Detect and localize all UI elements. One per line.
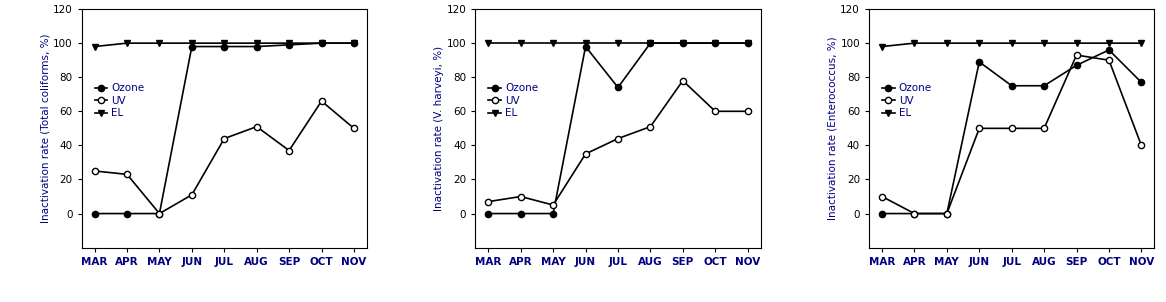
UV [907,212,921,215]
Ozone [347,41,361,45]
EL [315,41,329,45]
Legend: Ozone, UV, EL: Ozone, UV, EL [880,81,934,120]
Y-axis label: Inactivation rate (Total coliforms, %): Inactivation rate (Total coliforms, %) [40,34,50,223]
UV [315,99,329,103]
UV [972,127,986,130]
Y-axis label: Inactivation rate (V. harveyi, %): Inactivation rate (V. harveyi, %) [434,46,444,211]
Y-axis label: Inactivation rate (Enterococcus, %): Inactivation rate (Enterococcus, %) [828,37,837,220]
EL [611,41,625,45]
EL [907,41,921,45]
EL [644,41,658,45]
Line: Ozone: Ozone [91,40,357,217]
EL [153,41,167,45]
Ozone [740,41,754,45]
UV [1069,53,1083,57]
UV [940,212,954,215]
EL [120,41,134,45]
Ozone [907,212,921,215]
UV [217,137,231,140]
EL [1069,41,1083,45]
Line: EL: EL [91,40,357,50]
Ozone [708,41,722,45]
Line: Ozone: Ozone [485,40,751,217]
UV [611,137,625,140]
UV [120,172,134,176]
EL [514,41,528,45]
EL [1135,41,1149,45]
UV [250,125,264,128]
Ozone [153,212,167,215]
EL [217,41,231,45]
UV [153,212,167,215]
UV [644,125,658,128]
UV [347,127,361,130]
Ozone [644,41,658,45]
EL [940,41,954,45]
Ozone [1102,48,1116,52]
Line: UV: UV [91,98,357,217]
UV [514,195,528,198]
UV [1135,143,1149,147]
Ozone [1135,81,1149,84]
EL [185,41,199,45]
Ozone [1005,84,1019,88]
UV [282,149,296,152]
Ozone [87,212,101,215]
EL [250,41,264,45]
EL [676,41,690,45]
Legend: Ozone, UV, EL: Ozone, UV, EL [92,81,147,120]
EL [972,41,986,45]
EL [708,41,722,45]
Line: UV: UV [879,52,1145,217]
EL [482,41,496,45]
EL [740,41,754,45]
Ozone [611,86,625,89]
UV [874,195,888,198]
Ozone [940,212,954,215]
EL [546,41,560,45]
Ozone [185,45,199,48]
Line: UV: UV [485,78,751,208]
EL [578,41,592,45]
Ozone [514,212,528,215]
Ozone [676,41,690,45]
Ozone [120,212,134,215]
Ozone [282,43,296,47]
Line: EL: EL [485,40,751,46]
Ozone [972,60,986,64]
Legend: Ozone, UV, EL: Ozone, UV, EL [486,81,540,120]
Line: EL: EL [879,40,1145,50]
UV [1005,127,1019,130]
EL [347,41,361,45]
EL [282,41,296,45]
Ozone [482,212,496,215]
UV [708,110,722,113]
UV [87,169,101,173]
UV [676,79,690,82]
Line: Ozone: Ozone [879,47,1145,217]
EL [874,45,888,48]
UV [185,193,199,197]
EL [1037,41,1051,45]
Ozone [874,212,888,215]
Ozone [315,41,329,45]
UV [740,110,754,113]
Ozone [250,45,264,48]
Ozone [1069,63,1083,67]
Ozone [217,45,231,48]
Ozone [578,45,592,48]
UV [578,152,592,156]
EL [1005,41,1019,45]
Ozone [1037,84,1051,88]
UV [1037,127,1051,130]
Ozone [546,212,560,215]
UV [1102,58,1116,62]
EL [1102,41,1116,45]
EL [87,45,101,48]
UV [482,200,496,204]
UV [546,203,560,207]
